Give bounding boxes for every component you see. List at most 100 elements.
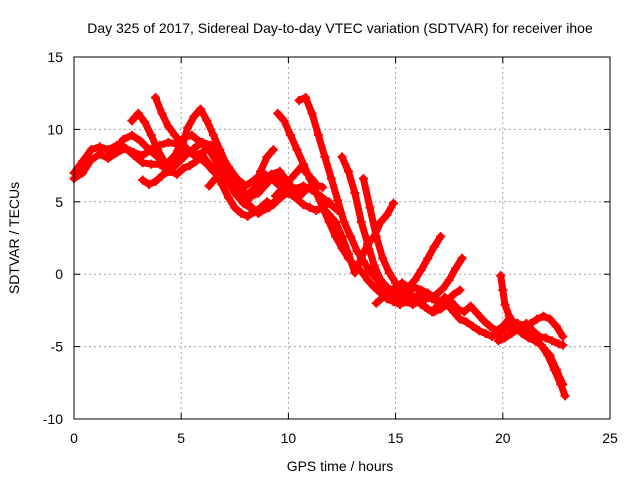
data-point [150, 93, 160, 103]
data-point [217, 179, 227, 189]
data-point [170, 130, 180, 140]
data-point [534, 331, 544, 341]
data-point [277, 184, 287, 194]
data-point [135, 136, 145, 146]
data-point [500, 333, 510, 343]
data-point [146, 159, 156, 169]
data-point [468, 321, 478, 331]
data-point [333, 195, 343, 205]
series-track-m [418, 253, 467, 305]
data-point [279, 116, 289, 126]
data-point [410, 275, 420, 285]
data-point [157, 108, 167, 118]
data-point [423, 253, 433, 263]
data-point [195, 137, 205, 147]
data-point [133, 108, 143, 118]
data-point [369, 232, 379, 242]
data-point [260, 181, 270, 191]
data-point [350, 268, 360, 278]
series-track-r [271, 162, 319, 201]
data-point [311, 205, 321, 215]
data-point [213, 159, 223, 169]
data-point [292, 145, 302, 155]
data-point [363, 275, 373, 285]
series-layer [69, 93, 570, 401]
data-point [249, 207, 259, 217]
data-point [271, 191, 281, 201]
data-point [397, 278, 407, 288]
data-point [438, 284, 448, 294]
data-point [120, 143, 130, 153]
data-point [266, 174, 276, 184]
data-point [365, 266, 375, 276]
x-tick-label: 5 [177, 430, 185, 446]
data-point [202, 159, 212, 169]
x-tick-label: 0 [70, 430, 78, 446]
data-point [350, 188, 360, 198]
data-point [243, 195, 253, 205]
data-point [543, 350, 553, 360]
data-point [236, 190, 246, 200]
data-point [466, 301, 476, 311]
data-point [318, 203, 328, 213]
data-point [150, 177, 160, 187]
data-point [442, 300, 452, 310]
data-point [455, 285, 465, 295]
data-point [118, 135, 128, 145]
data-point [215, 145, 225, 155]
data-point [262, 152, 272, 162]
data-point [448, 307, 458, 317]
data-point [129, 150, 139, 160]
data-point [195, 153, 205, 163]
data-point [178, 163, 188, 173]
data-point [95, 149, 105, 159]
y-tick-label: -10 [43, 411, 63, 427]
data-point [176, 137, 186, 147]
data-point [481, 329, 491, 339]
data-point [268, 145, 278, 155]
data-point [101, 150, 111, 160]
data-point [356, 217, 366, 227]
data-point [558, 331, 568, 341]
data-point [256, 166, 266, 176]
data-point [365, 203, 375, 213]
data-point [298, 181, 308, 191]
data-point [286, 184, 296, 194]
data-point [339, 217, 349, 227]
data-point [536, 340, 546, 350]
data-point [294, 95, 304, 105]
data-point [451, 263, 461, 273]
data-point [378, 253, 388, 263]
data-point [515, 321, 525, 331]
data-point [208, 130, 218, 140]
data-point [418, 295, 428, 305]
data-point [262, 197, 272, 207]
data-point [472, 308, 482, 318]
data-point [384, 287, 394, 297]
data-point [524, 333, 534, 343]
data-point [461, 317, 471, 327]
data-point [528, 326, 538, 336]
data-point [547, 336, 557, 346]
data-point [560, 391, 570, 401]
data-point [165, 166, 175, 176]
data-point [273, 169, 283, 179]
data-point [485, 321, 495, 331]
data-point [318, 182, 328, 192]
data-point [221, 159, 231, 169]
data-point [301, 93, 311, 103]
data-point [549, 365, 559, 375]
data-point [337, 232, 347, 242]
data-point [545, 314, 555, 324]
data-point [153, 145, 163, 155]
data-point [541, 333, 551, 343]
data-point [183, 123, 193, 133]
data-point [444, 275, 454, 285]
data-point [290, 169, 300, 179]
data-point [86, 145, 96, 155]
y-tick-label: 15 [47, 49, 63, 65]
data-point [496, 271, 506, 281]
series-track-e [127, 108, 278, 221]
data-point [391, 282, 401, 292]
